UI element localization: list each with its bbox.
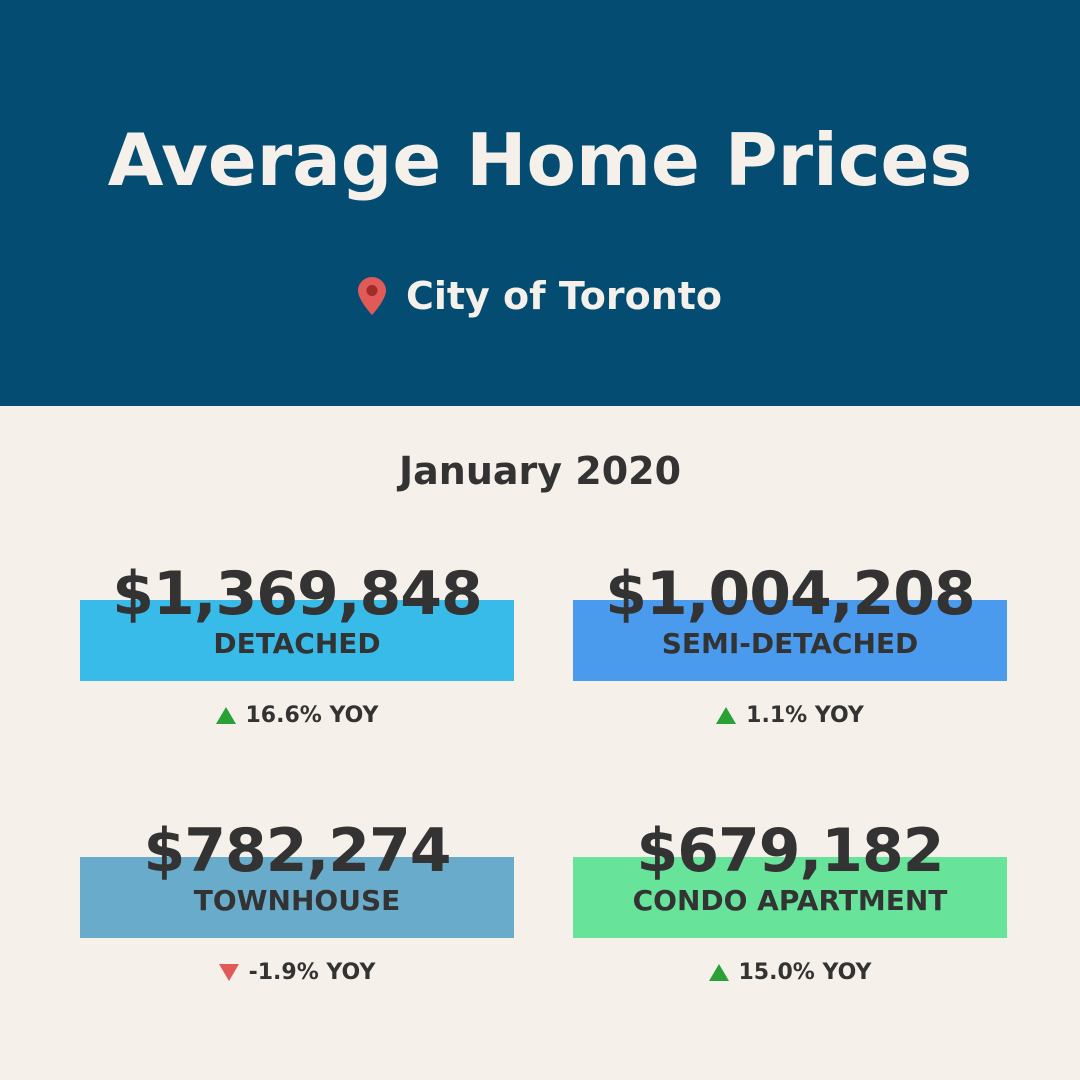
price-card-condo-apartment: $679,182 CONDO APARTMENT 15.0% YOY (573, 813, 1007, 985)
price-card-semi-detached: $1,004,208 SEMI-DETACHED 1.1% YOY (573, 556, 1007, 728)
yoy-change: 1.1% YOY (573, 698, 1007, 732)
price-value: $1,369,848 (112, 559, 483, 629)
property-type-label: TOWNHOUSE (193, 884, 401, 917)
price-value: $679,182 (636, 816, 944, 886)
price-card-townhouse: $782,274 TOWNHOUSE -1.9% YOY (80, 813, 514, 985)
period-heading: January 2020 (398, 449, 682, 493)
yoy-change-text: 16.6% YOY (245, 702, 379, 728)
page-title: Average Home Prices (107, 118, 973, 202)
location: City of Toronto (0, 264, 1080, 328)
header-banner: Average Home Prices City of Toronto (0, 0, 1080, 406)
location-label: City of Toronto (405, 274, 723, 318)
price-band (573, 600, 1007, 681)
price-band (80, 857, 514, 938)
triangle-up-icon (215, 706, 236, 724)
triangle-up-icon (716, 706, 737, 724)
yoy-change-text: 15.0% YOY (738, 959, 872, 985)
map-pin-icon (357, 277, 386, 315)
price-band (573, 857, 1007, 938)
yoy-change-text: 1.1% YOY (746, 702, 864, 728)
price-value: $782,274 (143, 816, 451, 886)
triangle-up-icon (708, 963, 729, 981)
price-band (80, 600, 514, 681)
yoy-change: 16.6% YOY (80, 698, 514, 732)
yoy-change: -1.9% YOY (80, 955, 514, 989)
property-type-label: CONDO APARTMENT (632, 884, 948, 917)
yoy-change: 15.0% YOY (573, 955, 1007, 989)
property-type-label: DETACHED (213, 627, 381, 660)
price-card-detached: $1,369,848 DETACHED 16.6% YOY (80, 556, 514, 728)
yoy-change-text: -1.9% YOY (248, 959, 376, 985)
property-type-label: SEMI-DETACHED (661, 627, 919, 660)
triangle-down-icon (218, 963, 239, 981)
price-value: $1,004,208 (605, 559, 976, 629)
